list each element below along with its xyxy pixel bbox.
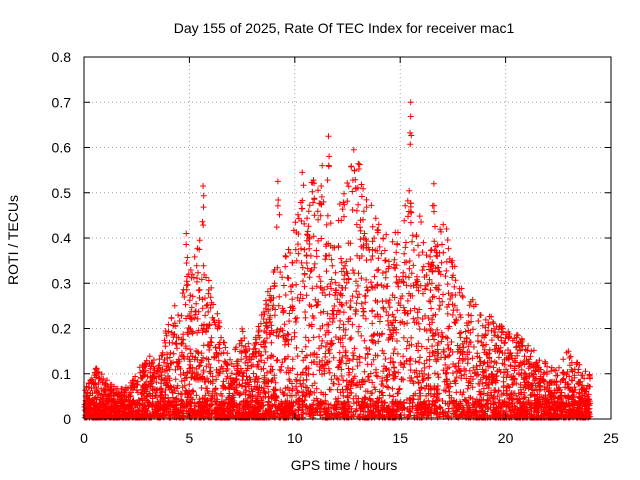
x-tick-label: 15 [392,430,408,446]
tick-labels: 0 5 10 15 20 25 0 0.1 0.2 0.3 0.4 0.5 0.6 0.7 0.8 [52,49,619,446]
x-tick-label: 20 [498,430,514,446]
y-tick-label: 0.8 [52,49,72,65]
x-tick-label: 25 [603,430,619,446]
x-tick-label: 0 [80,430,88,446]
y-tick-label: 0.7 [52,94,72,110]
y-tick-label: 0.2 [52,321,72,337]
y-tick-label: 0.5 [52,185,72,201]
x-tick-label: 10 [287,430,303,446]
y-tick-label: 0 [63,411,71,427]
x-tick-label: 5 [186,430,194,446]
grid-lines [84,57,611,419]
chart-title: Day 155 of 2025, Rate Of TEC Index for r… [174,20,515,36]
series-mac1-points [81,99,594,421]
y-tick-label: 0.1 [52,366,72,382]
y-tick-label: 0.4 [52,230,72,246]
y-tick-label: 0.3 [52,275,72,291]
axis-ticks [83,56,612,420]
x-axis-label: GPS time / hours [291,457,398,473]
data-points [81,99,594,421]
y-tick-label: 0.6 [52,140,72,156]
y-axis-label: ROTI / TECUs [5,195,21,285]
